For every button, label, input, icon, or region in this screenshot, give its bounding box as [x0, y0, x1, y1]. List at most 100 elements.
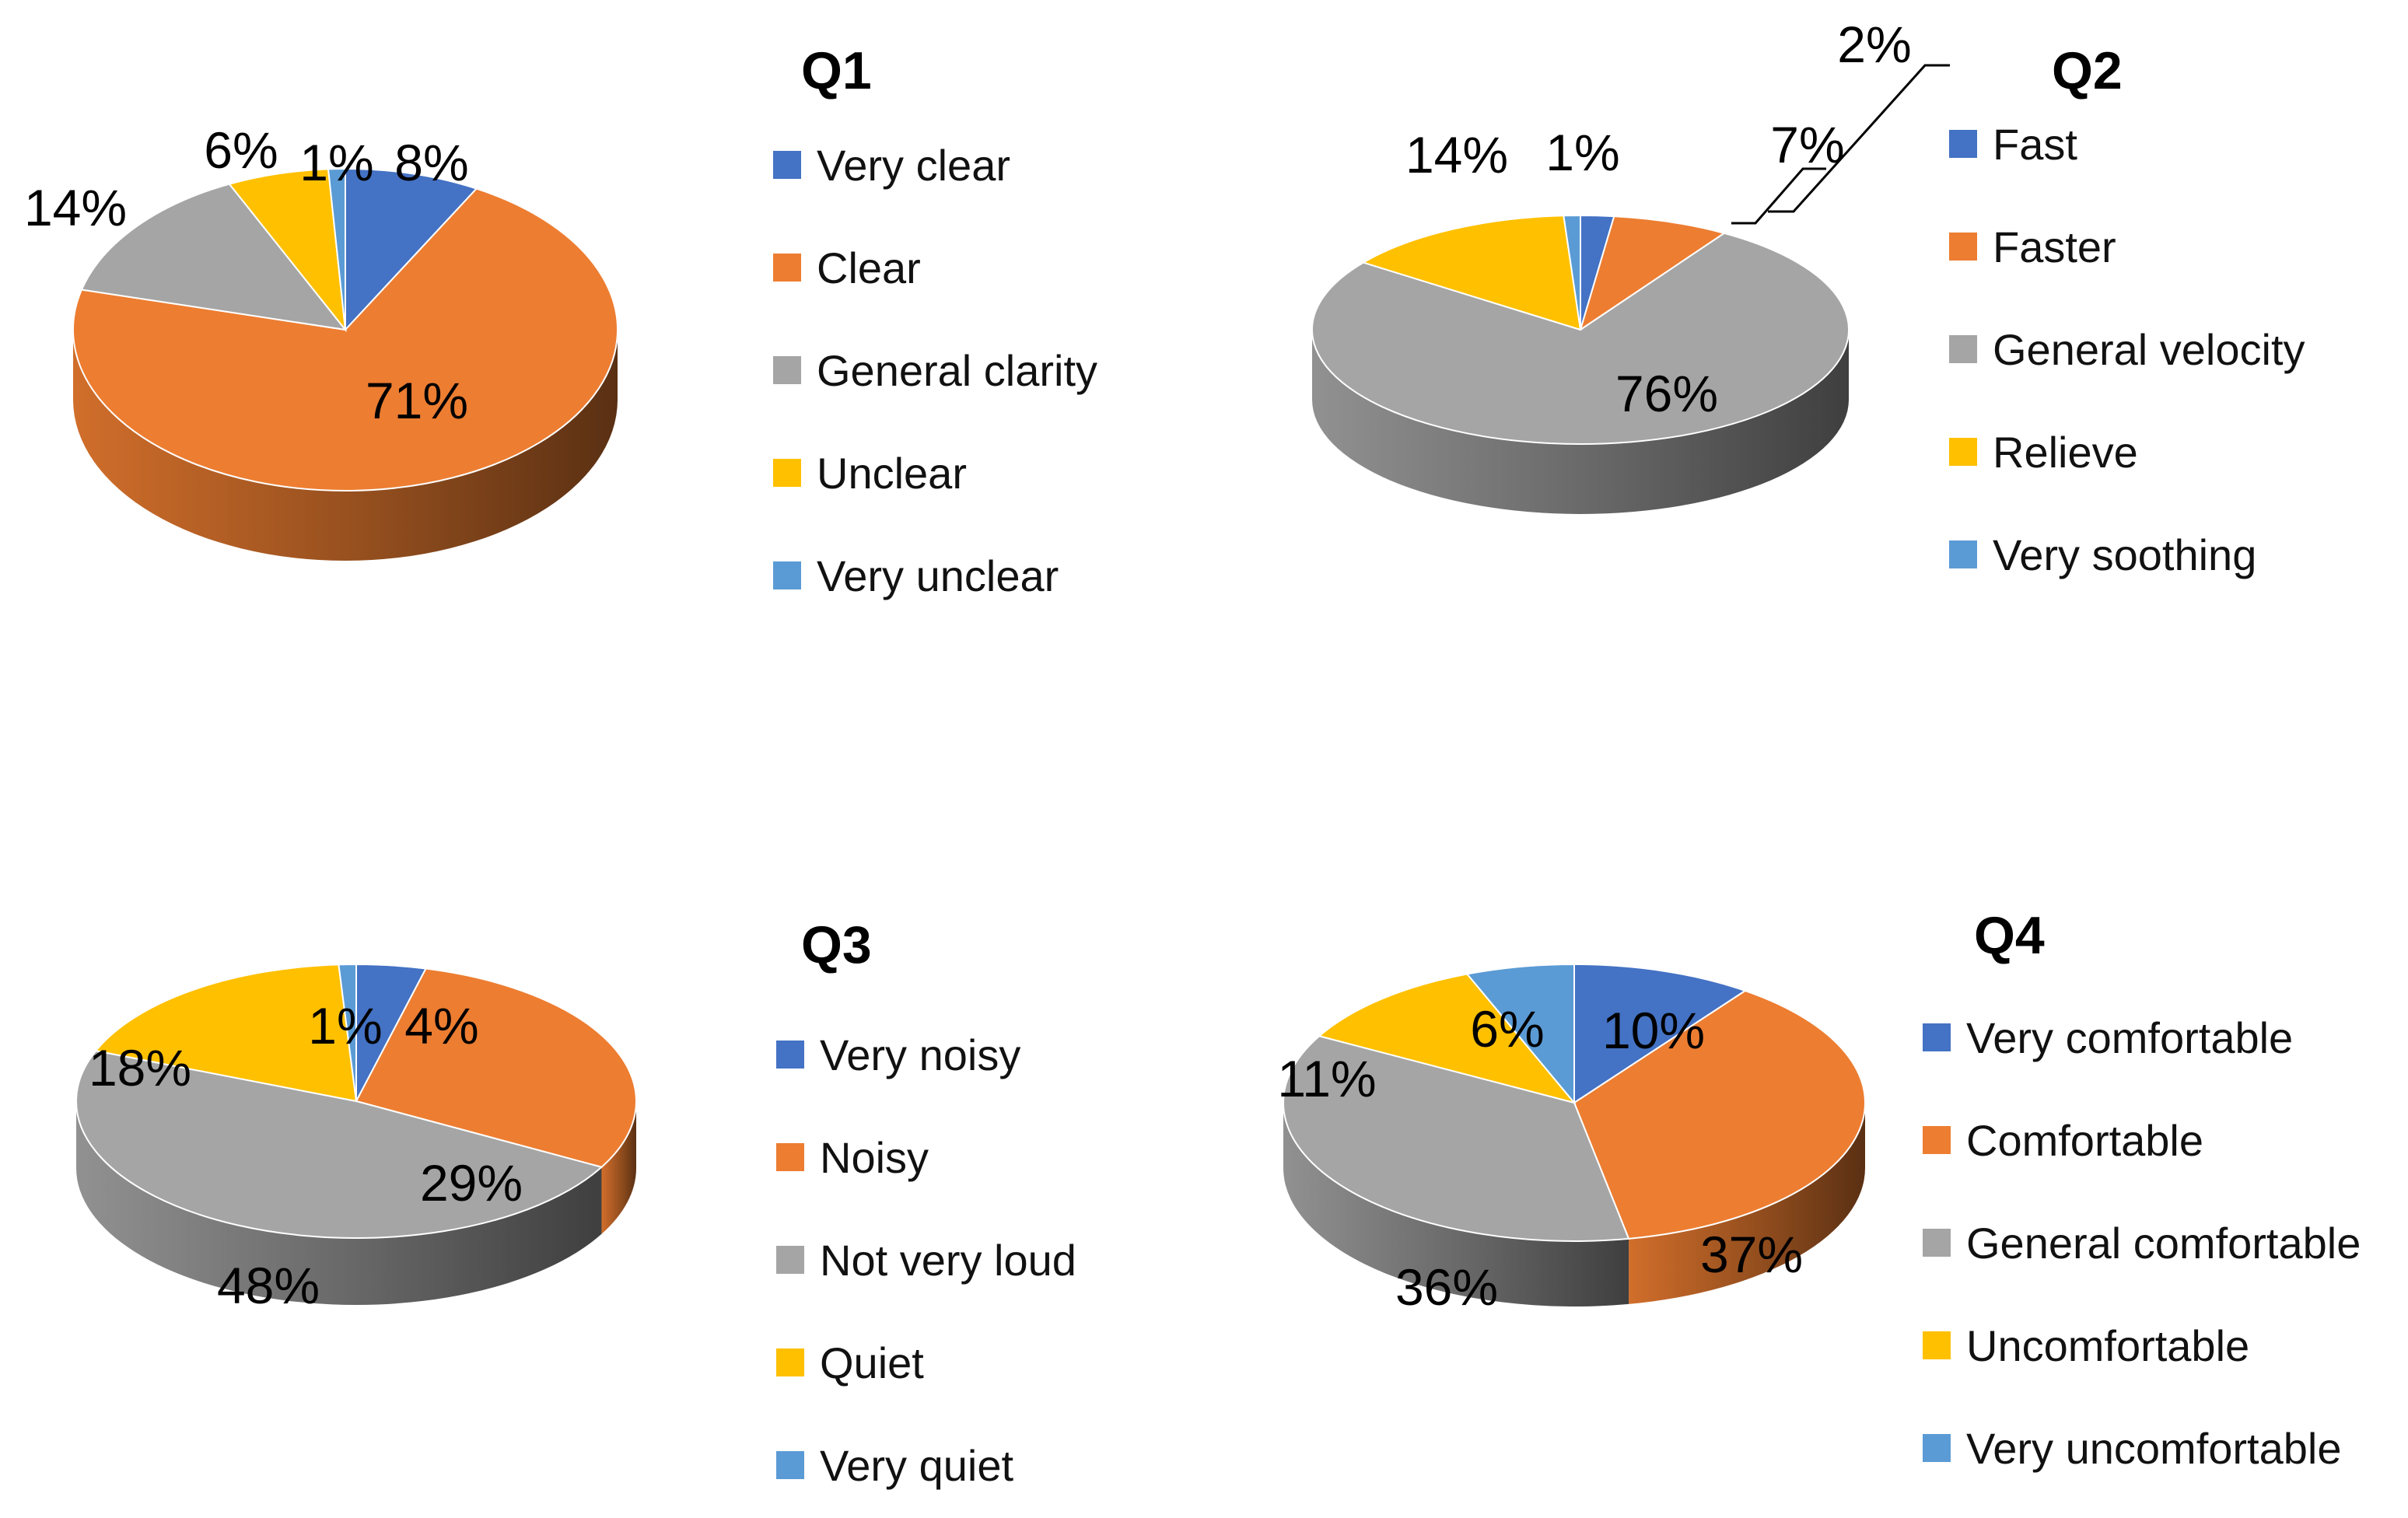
legend-item-label: Very uncomfortable — [1966, 1424, 2341, 1473]
legend-item-label: Unclear — [817, 449, 967, 498]
pie-side-1 — [73, 330, 618, 561]
legend-swatch — [776, 1143, 804, 1171]
legend-item-label: Very clear — [817, 141, 1010, 190]
legend-swatch — [1923, 1229, 1951, 1257]
legend-swatch — [776, 1451, 804, 1479]
data-label: 6% — [204, 121, 278, 179]
pie-slice-general-clarity — [80, 183, 348, 331]
chart-title: Q1 — [801, 41, 872, 100]
data-label: 37% — [1700, 1226, 1803, 1283]
legend: Very comfortable Comfortable General comfo… — [1923, 1013, 2361, 1473]
data-labels: 4% 29% 48% 18% 1% — [89, 997, 523, 1314]
data-label: 2% — [1837, 16, 1911, 73]
legend-swatch — [773, 459, 801, 487]
pie-slice-general-comfortable — [1283, 1035, 1630, 1242]
pie-chart-q1: Q1 8% 71% 14% 6% 1% Very clear Clear General c… — [0, 0, 1204, 759]
data-label: 1% — [308, 997, 382, 1055]
data-label: 7% — [1770, 116, 1844, 173]
legend-swatch — [1949, 438, 1977, 466]
legend-item-label: Fast — [1993, 120, 2077, 169]
legend-swatch — [1949, 335, 1977, 363]
data-label: 6% — [1470, 1000, 1544, 1058]
pie-side-2 — [1312, 330, 1849, 514]
legend-swatch — [1923, 1126, 1951, 1154]
legend-swatch — [773, 254, 801, 282]
legend-swatch — [1923, 1331, 1951, 1359]
pie-chart-q2-svg: Q2 2% 7% 76% 14% 1% Fast Faster General veloci… — [1311, 16, 2305, 579]
legend-item-label: General velocity — [1993, 325, 2305, 374]
chart-title: Q4 — [1974, 906, 2045, 965]
pie-slice-unclear — [228, 168, 347, 333]
data-label: 76% — [1615, 365, 1718, 422]
legend-swatch — [776, 1246, 804, 1274]
legend-swatch — [773, 151, 801, 179]
legend: Very clear Clear General clarity Unclear Ver… — [773, 141, 1097, 600]
legend-swatch — [1949, 130, 1977, 158]
pie-chart-q3: Q3 4% 29% 48% 18% 1% Very noisy Noisy Not very… — [0, 759, 1204, 1518]
data-label: 29% — [420, 1154, 523, 1212]
data-label: 1% — [299, 134, 373, 191]
pie-slice-very-quiet — [338, 963, 357, 1102]
data-label: 10% — [1602, 1002, 1705, 1059]
data-label: 1% — [1545, 124, 1619, 181]
pie-slice-uncomfortable — [1318, 973, 1577, 1104]
legend-item-label: Comfortable — [1966, 1116, 2203, 1165]
legend-swatch — [773, 561, 801, 589]
pie-chart-q3-svg: Q3 4% 29% 48% 18% 1% Very noisy Noisy Not very… — [75, 915, 1076, 1490]
pie-slice-quiet — [94, 964, 358, 1103]
data-labels: 2% 7% 76% 14% 1% — [1405, 16, 1950, 422]
data-label: 11% — [1277, 1050, 1376, 1107]
legend-item-label: Faster — [1993, 222, 2116, 271]
legend-item-label: Very unclear — [817, 551, 1059, 600]
pie-chart-q2: Q2 2% 7% 76% 14% 1% Fast Faster General veloci… — [1204, 0, 2408, 759]
legend: Fast Faster General velocity Relieve Very so… — [1949, 120, 2305, 579]
legend-item-label: Not very loud — [820, 1236, 1076, 1285]
legend-swatch — [1923, 1023, 1951, 1051]
legend-swatch — [1949, 540, 1977, 568]
legend-swatch — [776, 1041, 804, 1069]
legend-item-label: Noisy — [820, 1133, 929, 1182]
pie-chart-q4-svg: Q4 10% 37% 36% 11% 6% Very comfortable Comfor… — [1277, 906, 2361, 1473]
legend-item-label: Clear — [817, 243, 921, 292]
data-label: 71% — [366, 372, 468, 429]
data-labels: 10% 37% 36% 11% 6% — [1277, 1000, 1803, 1316]
pie-3d — [1311, 214, 1850, 514]
legend-item-label: Relieve — [1993, 428, 2138, 477]
legend-item-label: Very comfortable — [1966, 1013, 2293, 1062]
leader-line-0 — [1768, 64, 1950, 213]
data-label: 8% — [394, 134, 468, 191]
pie-slice-not-very-loud — [75, 1050, 604, 1239]
pie-side-2 — [76, 1101, 602, 1305]
pie-3d — [72, 167, 618, 561]
data-label: 4% — [404, 997, 478, 1055]
legend-item-label: General comfortable — [1966, 1219, 2361, 1268]
legend-item-label: Very noisy — [820, 1030, 1020, 1079]
pie-slice-very-soothing — [1563, 214, 1581, 331]
legend-item-label: Quiet — [820, 1338, 924, 1387]
pie-slice-very-uncomfortable — [1465, 963, 1575, 1105]
pie-slice-noisy — [355, 967, 637, 1168]
pie-chart-q4: Q4 10% 37% 36% 11% 6% Very comfortable Comfor… — [1204, 759, 2408, 1518]
legend-item-label: Uncomfortable — [1966, 1321, 2249, 1370]
data-label: 14% — [1405, 126, 1508, 184]
chart-title: Q3 — [801, 915, 872, 974]
pie-slice-comfortable — [1573, 989, 1866, 1240]
pie-side-1 — [1629, 1103, 1865, 1304]
data-label: 18% — [89, 1039, 191, 1097]
pie-side-1 — [601, 1101, 636, 1234]
legend-item-label: General clarity — [817, 346, 1097, 395]
pie-slice-relieve — [1361, 215, 1582, 331]
pie-3d — [75, 963, 637, 1305]
legend-item-label: Very soothing — [1993, 530, 2256, 579]
pie-slice-clear — [72, 187, 618, 491]
pie-slice-very-comfortable — [1573, 963, 1748, 1104]
data-labels: 8% 71% 14% 6% 1% — [24, 121, 469, 429]
legend-swatch — [1923, 1434, 1951, 1462]
chart-title: Q2 — [2052, 41, 2123, 100]
data-label: 14% — [24, 179, 127, 236]
legend-swatch — [776, 1348, 804, 1376]
pie-chart-q1-svg: Q1 8% 71% 14% 6% 1% Very clear Clear General c… — [24, 41, 1097, 600]
leader-line-1 — [1731, 167, 1826, 225]
legend-swatch — [1949, 233, 1977, 261]
pie-slice-general-velocity — [1311, 232, 1850, 445]
